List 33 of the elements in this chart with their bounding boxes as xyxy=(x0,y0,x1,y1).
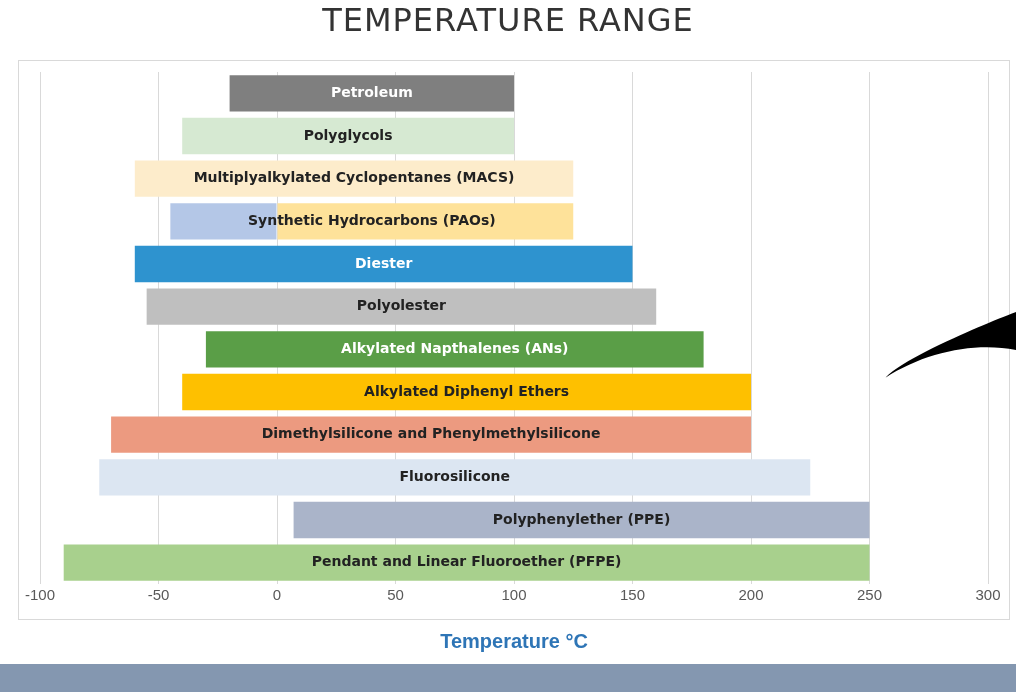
x-tick-label: -100 xyxy=(24,586,56,604)
y-tick-label: Polyphenylether (PPE) xyxy=(492,510,671,527)
y-tick-label: Diester xyxy=(354,254,413,271)
x-tick-label: 300 xyxy=(975,586,1001,604)
bar xyxy=(182,117,514,155)
y-tick-label: Alkylated Napthalenes (ANs) xyxy=(341,339,569,356)
x-tick-label: 100 xyxy=(501,586,527,604)
x-axis-title: Temperature °C xyxy=(440,629,588,652)
bar xyxy=(63,544,870,581)
y-tick-label: Pendant and Linear Fluoroether (PFPE) xyxy=(311,553,622,570)
bar xyxy=(134,245,633,283)
x-tick-label: 200 xyxy=(738,586,764,604)
y-tick-label: Multiplyalkylated Cyclopentanes (MACS) xyxy=(193,169,515,186)
bar xyxy=(229,75,514,112)
x-tick-label: 150 xyxy=(619,586,646,604)
chart-title: TEMPERATURE RANGE xyxy=(321,0,695,41)
y-tick-label: Alkylated Diphenyl Ethers xyxy=(364,382,570,399)
y-tick-label: Synthetic Hydrocarbons (PAOs) xyxy=(247,211,496,228)
y-tick-label: Polyglycols xyxy=(303,126,393,143)
bar xyxy=(99,459,811,496)
y-tick-label: Petroleum xyxy=(330,83,413,100)
bar xyxy=(146,288,657,325)
x-tick-label: 50 xyxy=(387,586,404,604)
x-tick-label: 250 xyxy=(856,586,883,604)
x-tick-label: 0 xyxy=(272,586,282,604)
x-tick-label: -50 xyxy=(147,586,170,604)
y-tick-label: Dimethylsilicone and Phenylmethylsilicone xyxy=(261,425,601,442)
bar xyxy=(293,501,870,539)
y-tick-label: Polyolester xyxy=(356,297,447,314)
bar xyxy=(205,331,704,368)
bar xyxy=(182,373,751,411)
y-tick-label: Fluorosilicone xyxy=(399,467,511,484)
bar xyxy=(111,416,751,453)
